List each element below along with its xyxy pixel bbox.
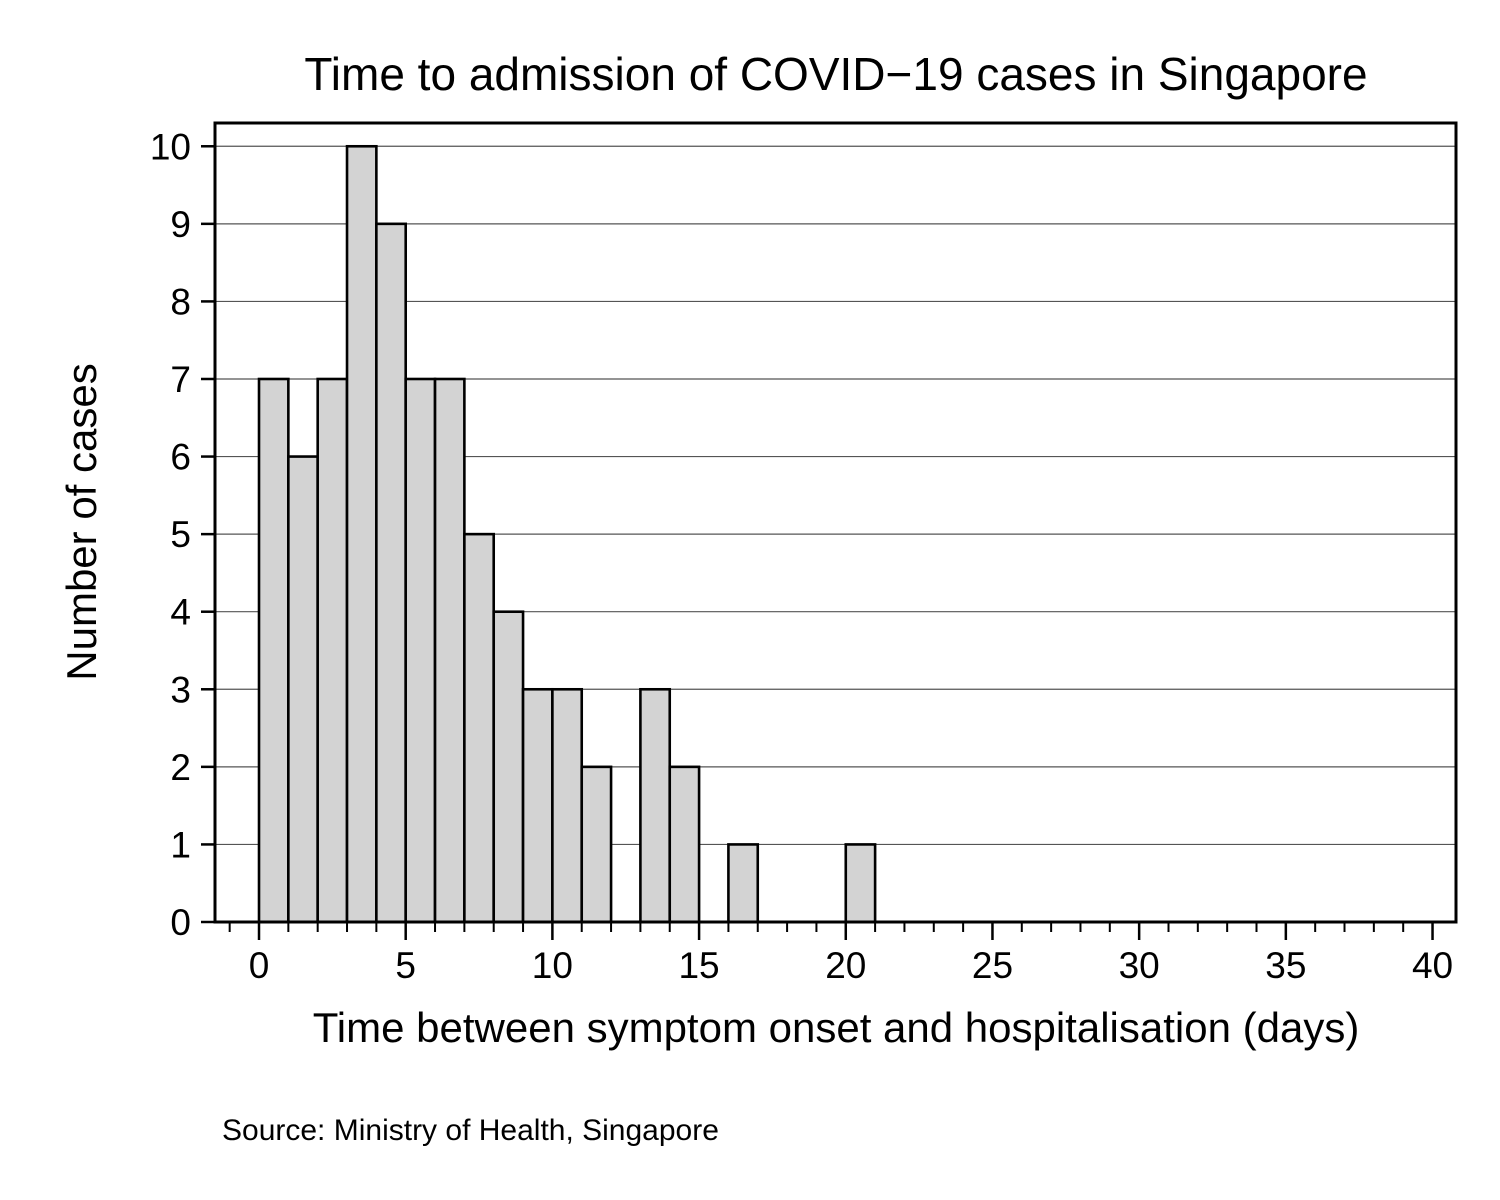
histogram-bar	[521, 687, 554, 924]
axis-ticks: 0 1 2 3 4 5 6 7 8 9 10 0 5 10 15 20 25 30 35 40	[150, 126, 1453, 986]
histogram-bar	[727, 843, 760, 924]
plot-frame	[213, 121, 1458, 924]
histogram-bar	[492, 610, 525, 924]
y-tick-label: 10	[150, 126, 191, 167]
y-tick-label: 5	[170, 514, 191, 555]
source-note: Source: Ministry of Health, Singapore	[222, 1114, 719, 1147]
histogram-bar	[404, 377, 437, 924]
histogram-bar	[287, 455, 319, 924]
x-tick-label: 30	[1119, 945, 1160, 986]
histogram-bar	[375, 222, 407, 924]
y-tick-label: 4	[170, 592, 191, 633]
x-tick-label: 0	[249, 945, 270, 986]
histogram-bar	[639, 687, 672, 924]
y-tick-label: 2	[170, 747, 191, 788]
y-axis-title: Number of cases	[58, 363, 105, 680]
histogram-bar	[433, 377, 466, 924]
x-tick-label: 10	[532, 945, 573, 986]
histogram-bar	[345, 144, 378, 924]
x-tick-label: 25	[972, 945, 1013, 986]
histogram-bar	[844, 843, 877, 924]
y-tick-label: 1	[170, 824, 191, 865]
histogram-bar	[463, 532, 496, 924]
histogram-bar	[551, 687, 584, 924]
y-tick-label: 8	[170, 281, 191, 322]
histogram-bar	[668, 765, 701, 924]
x-tick-label: 35	[1265, 945, 1306, 986]
x-tick-label: 15	[678, 945, 719, 986]
y-tick-label: 7	[170, 359, 191, 400]
y-tick-label: 3	[170, 669, 191, 710]
y-tick-label: 0	[170, 902, 191, 943]
x-tick-label: 20	[825, 945, 866, 986]
histogram-bar	[580, 765, 613, 924]
x-tick-label: 40	[1412, 945, 1453, 986]
histogram-bar	[316, 377, 349, 924]
y-tick-label: 6	[170, 437, 191, 478]
y-tick-label: 9	[170, 204, 191, 245]
chart-title: Time to admission of COVID−19 cases in S…	[304, 48, 1367, 100]
histogram-bar	[257, 377, 290, 924]
x-axis-title: Time between symptom onset and hospitali…	[313, 1004, 1360, 1051]
x-tick-label: 5	[395, 945, 416, 986]
